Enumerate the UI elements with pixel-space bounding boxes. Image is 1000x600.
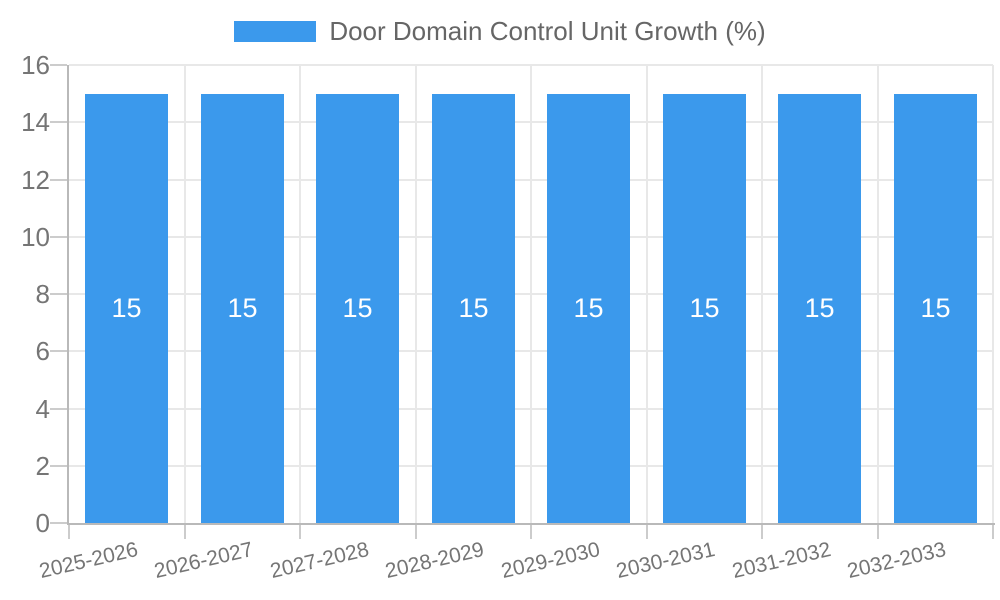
- x-tick-mark: [645, 525, 648, 539]
- y-tick-mark: [50, 64, 67, 66]
- plot-area: 15 15 15 15 15 15 15 15: [69, 64, 994, 523]
- y-tick-mark: [50, 522, 67, 524]
- x-tick-mark: [299, 525, 301, 539]
- y-axis-line: [67, 65, 69, 525]
- bar: 15: [547, 94, 630, 523]
- vertical-gridline: [645, 65, 648, 523]
- bar: 15: [316, 94, 399, 523]
- bar-value-label: 15: [342, 293, 373, 323]
- legend-label: Door Domain Control Unit Growth (%): [329, 16, 766, 46]
- y-tick-mark: [50, 235, 67, 238]
- bar: 15: [663, 94, 746, 523]
- y-tick-mark: [50, 121, 67, 124]
- legend-item[interactable]: Door Domain Control Unit Growth (%): [234, 16, 766, 47]
- y-tick-label: 14: [21, 107, 50, 138]
- vertical-gridline: [414, 65, 417, 523]
- bar-value-label: 15: [804, 293, 835, 323]
- vertical-gridline: [761, 65, 763, 523]
- x-axis-line: [67, 523, 995, 525]
- chart-legend: Door Domain Control Unit Growth (%): [0, 16, 1000, 47]
- bar-value-label: 15: [573, 293, 604, 323]
- bar: 15: [201, 94, 284, 523]
- bar: 15: [778, 94, 861, 523]
- y-tick-label: 16: [21, 50, 50, 80]
- y-tick-label: 8: [35, 279, 50, 309]
- x-tick-mark: [183, 525, 186, 539]
- vertical-gridline: [992, 65, 994, 523]
- vertical-gridline: [299, 65, 301, 523]
- x-tick-mark: [68, 525, 70, 539]
- x-tick-mark: [414, 525, 417, 539]
- bar-value-label: 15: [920, 293, 951, 323]
- bar-value-label: 15: [227, 293, 258, 323]
- y-tick-mark: [50, 350, 67, 353]
- y-tick-mark: [50, 407, 67, 410]
- y-tick-label: 10: [21, 221, 50, 252]
- y-tick-mark: [50, 293, 67, 295]
- bar-value-label: 15: [689, 293, 720, 323]
- vertical-gridline: [183, 65, 186, 523]
- bar-value-label: 15: [111, 293, 142, 323]
- vertical-gridline: [876, 65, 879, 523]
- bar: 15: [894, 94, 977, 523]
- y-tick-label: 4: [35, 393, 50, 424]
- bar: 15: [432, 94, 515, 523]
- bar: 15: [85, 94, 168, 523]
- vertical-gridline: [530, 65, 532, 523]
- y-tick-label: 0: [35, 508, 50, 538]
- y-tick-label: 12: [21, 164, 50, 195]
- y-tick-label: 2: [35, 450, 50, 481]
- x-tick-mark: [876, 525, 879, 539]
- y-tick-label: 6: [35, 336, 50, 367]
- x-tick-mark: [530, 525, 532, 539]
- x-tick-mark: [761, 525, 763, 539]
- x-tick-mark: [992, 525, 994, 539]
- y-tick-mark: [50, 464, 67, 467]
- bar-value-label: 15: [458, 293, 489, 323]
- legend-swatch: [234, 21, 317, 42]
- y-tick-mark: [50, 178, 67, 181]
